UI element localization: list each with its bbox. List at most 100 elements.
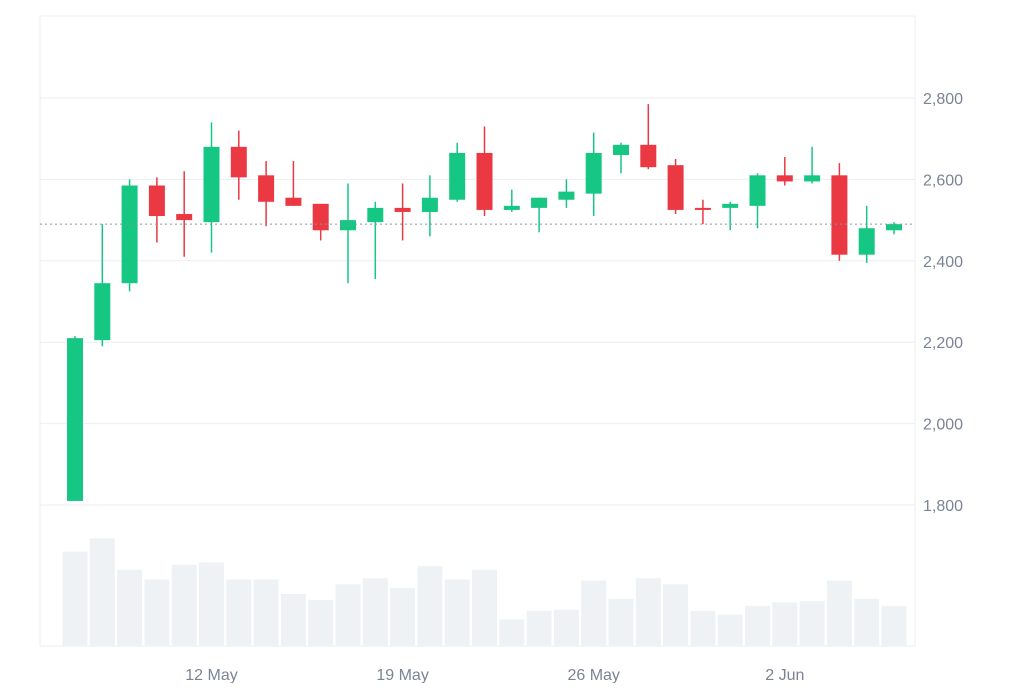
volume-bar [854,598,880,646]
volume-bar [881,606,907,646]
candle[interactable] [804,146,821,184]
candle-body-down [640,144,657,168]
candle-body-up [340,220,356,231]
candle[interactable] [776,157,793,186]
candle-body-up [94,283,111,341]
volume-bar [799,601,825,646]
candle-body-up [858,228,875,255]
candle-body-up [421,197,438,212]
candle-body-up [585,152,602,194]
candle[interactable] [613,142,629,174]
candle[interactable] [230,130,247,200]
volume-bar [390,587,416,646]
candle[interactable] [148,177,165,243]
volume-bar [608,598,634,646]
candle-body-up [531,197,548,208]
candle-body-down [476,152,493,210]
candle[interactable] [67,336,83,501]
candle[interactable] [394,183,411,241]
candle[interactable] [558,179,575,208]
y-tick-label: 1,800 [923,498,963,515]
candle[interactable] [258,161,275,227]
candle-body-down [258,175,275,202]
candle-body-down [148,185,165,217]
volume-bar [635,578,661,646]
volume-bar [308,600,334,646]
volume-bar [62,551,88,646]
y-tick-label: 2,000 [923,417,963,434]
volume-bar [826,580,852,646]
candle[interactable] [831,163,848,261]
candle-body-up [613,144,629,155]
y-tick-label: 2,800 [923,91,963,108]
volume-bar [745,606,770,646]
candle-body-up [203,146,220,223]
volume-bar [499,619,525,646]
volume-bar [362,578,388,646]
candle[interactable] [858,205,875,263]
volume-bar [417,566,443,646]
candle[interactable] [176,171,193,257]
candle[interactable] [886,222,902,235]
volume-bar [717,614,743,646]
candle[interactable] [367,201,384,280]
x-tick-label: 26 May [567,667,619,683]
candle[interactable] [203,122,220,253]
grid-layer [39,15,916,647]
candle-body-down [176,213,193,221]
y-tick-label: 2,600 [923,172,963,189]
volume-bar [226,579,252,646]
candle[interactable] [449,142,466,202]
candle-body-up [722,203,739,208]
y-tick-label: 2,200 [923,335,963,352]
candle-body-up [886,224,902,231]
candle[interactable] [285,161,302,206]
candle-body-down [230,146,247,178]
candle-body-down [694,207,711,210]
candle[interactable] [503,189,520,212]
candle-body-down [667,165,684,210]
volume-bar [581,580,607,646]
volume-bar [117,569,143,646]
volume-bar [89,538,115,646]
candle-body-down [285,197,302,206]
candle[interactable] [340,183,356,284]
candle-body-up [804,175,821,182]
candle[interactable] [421,175,438,237]
candle-body-down [394,207,411,212]
candle-body-up [558,191,575,200]
candle-layer[interactable] [67,104,902,501]
candle[interactable] [694,199,711,225]
candle[interactable] [476,126,493,217]
volume-bar [690,610,716,646]
candle-body-up [449,152,466,200]
candle[interactable] [94,224,111,347]
candle[interactable] [667,159,684,214]
volume-bar [772,602,798,646]
candle[interactable] [640,104,657,170]
volume-bar [335,584,361,646]
x-tick-label: 19 May [376,667,428,683]
candle[interactable] [531,197,548,233]
candle-body-up [367,207,384,223]
x-tick-label: 12 May [185,667,237,683]
candle-body-down [776,175,793,182]
candle-body-down [831,175,848,255]
volume-layer [62,538,907,646]
candle[interactable] [722,201,739,231]
candle[interactable] [312,203,329,241]
candle-body-down [312,203,329,231]
volume-bar [280,593,306,646]
x-tick-label: 2 Jun [765,667,804,683]
candle-body-up [503,205,520,210]
volume-bar [472,569,497,646]
candle[interactable] [121,179,138,292]
volume-bar [199,562,224,646]
candle[interactable] [585,132,602,217]
candle[interactable] [749,173,766,229]
volume-bar [663,584,689,646]
volume-bar [144,579,170,646]
candle-body-up [749,175,766,206]
